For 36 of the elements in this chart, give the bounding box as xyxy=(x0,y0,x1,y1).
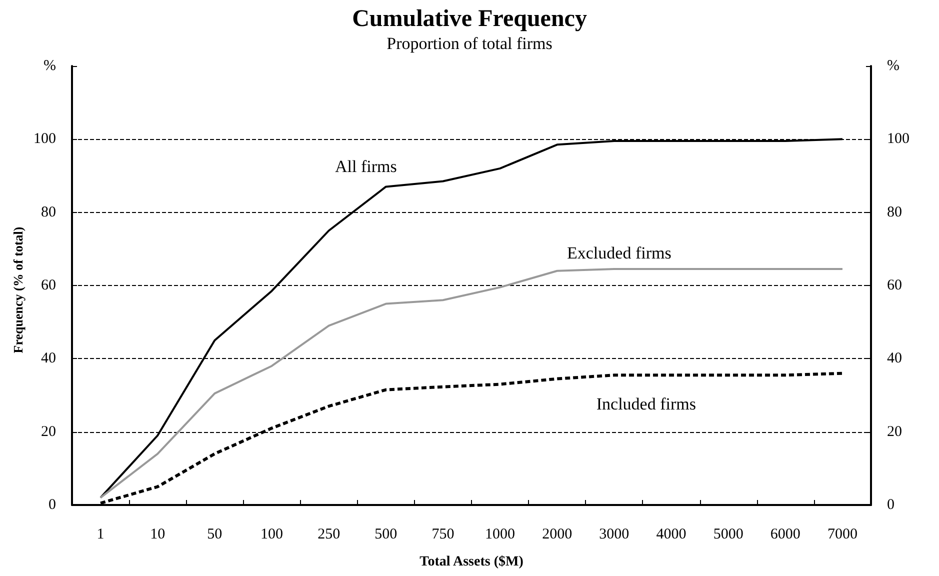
series-label: Excluded firms xyxy=(567,244,672,263)
x-tick-label: 4000 xyxy=(656,526,686,542)
x-tick-label: 500 xyxy=(374,526,398,542)
x-tick-label: 5000 xyxy=(713,526,744,542)
y2-tick-label: % xyxy=(887,58,900,74)
x-tick-label: 7000 xyxy=(827,526,858,542)
x-tick-label: 250 xyxy=(318,526,340,542)
y-tick-label: 40 xyxy=(41,350,56,367)
series-label: All firms xyxy=(334,157,397,176)
y2-tick-label: 20 xyxy=(887,424,902,440)
line-series xyxy=(100,268,844,499)
y-tick-label: 80 xyxy=(41,204,56,220)
y-tick-label: % xyxy=(44,58,56,74)
y2-tick-label: 60 xyxy=(887,278,902,294)
x-tick-label: 1000 xyxy=(485,526,516,542)
series-label: Included firms xyxy=(596,394,696,414)
x-tick-label: 6000 xyxy=(770,526,800,542)
y-tick-label: 0 xyxy=(48,497,56,513)
y-axis-title: Frequency (% of total) xyxy=(10,226,26,354)
chart-subtitle: Proportion of total firms xyxy=(386,34,552,53)
y2-tick-label: 40 xyxy=(887,350,902,367)
x-tick-label: 100 xyxy=(260,526,283,542)
y2-tick-label: 80 xyxy=(887,204,902,220)
x-tick-label: 10 xyxy=(150,526,166,542)
x-tick-label: 2000 xyxy=(542,526,572,542)
y-tick-label: 60 xyxy=(41,278,56,294)
y2-tick-label: 100 xyxy=(887,131,910,148)
y-tick-label: 100 xyxy=(34,131,56,148)
y2-tick-label: 0 xyxy=(887,497,894,513)
x-tick-label: 750 xyxy=(432,526,454,542)
x-tick-label: 50 xyxy=(207,526,222,542)
x-tick-label: 3000 xyxy=(599,526,630,542)
chart-title: Cumulative Frequency xyxy=(352,6,587,32)
x-axis-title: Total Assets ($M) xyxy=(420,554,524,570)
x-tick-label: 1 xyxy=(96,526,104,542)
y-tick-label: 20 xyxy=(41,424,56,440)
